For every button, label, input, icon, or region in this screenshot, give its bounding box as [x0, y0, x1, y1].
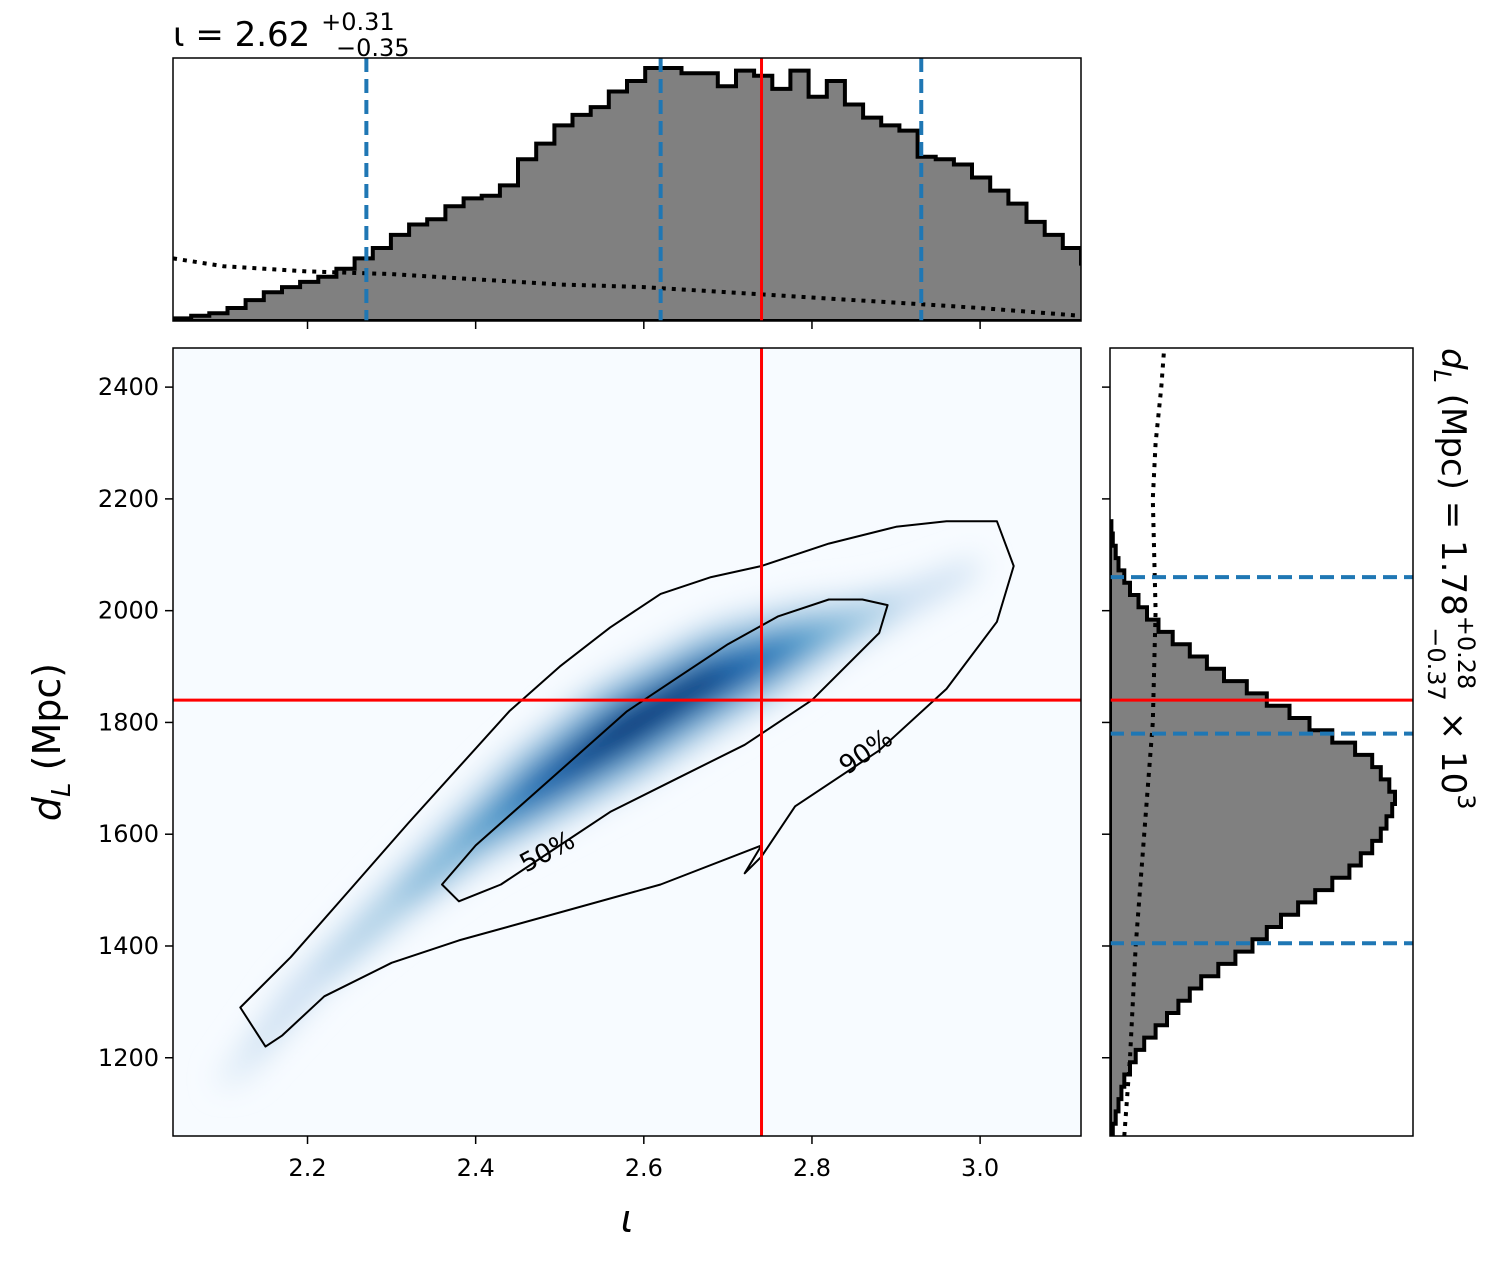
right-title-sup: +0.28 — [1452, 616, 1480, 690]
right-title-rest: (Mpc) = 1.78 — [1433, 383, 1473, 616]
dL-histogram — [1110, 519, 1397, 1136]
heatmap-cell — [832, 615, 860, 637]
heatmap-cell — [697, 671, 725, 693]
y-tick-label: 2200 — [98, 485, 159, 513]
right-title-subval: −0.37 — [1422, 627, 1450, 701]
right-panel-frame — [1109, 347, 1414, 1137]
top-panel-title: ι = 2.62 +0.31 — [173, 8, 395, 55]
right-title-exp: 3 — [1452, 794, 1480, 809]
y-tick-label: 1600 — [98, 820, 159, 848]
title-sup: +0.31 — [321, 8, 395, 36]
dL-prior-curve — [1122, 348, 1167, 1136]
top-marginal-panel: ι = 2.62 +0.31 −0.35 — [172, 8, 1082, 329]
right-title-sub: L — [1428, 370, 1456, 383]
title-sub: −0.35 — [336, 34, 410, 62]
heatmap-cell — [728, 655, 761, 681]
y-label-unit: (Mpc) — [25, 663, 69, 783]
x-tick-label: 2.4 — [457, 1154, 495, 1182]
heatmap-cell — [335, 935, 365, 957]
heatmap-cell — [317, 957, 340, 974]
heatmap-cell — [946, 566, 972, 585]
top-panel-frame — [172, 57, 1082, 322]
heatmap-cell — [798, 629, 826, 651]
contour-90 — [239, 520, 1015, 1048]
right-title-tail: × 10 — [1433, 701, 1473, 794]
heatmap-cell — [258, 1015, 290, 1039]
right-title-main: d — [1433, 348, 1473, 370]
heatmap-cell — [921, 573, 955, 598]
y-label-sub: L — [47, 782, 77, 797]
x-tick-label: 2.6 — [625, 1154, 663, 1182]
contour-50 — [441, 598, 889, 903]
right-marginal-panel: dL (Mpc) = 1.78+0.28−0.37 × 103 — [1102, 347, 1480, 1137]
y-label-main: d — [25, 796, 69, 821]
x-tick-label: 3.0 — [961, 1154, 999, 1182]
x-axis-label: ι — [621, 1197, 634, 1241]
y-tick-label: 1200 — [98, 1044, 159, 1072]
y-axis-label: dL (Mpc) — [25, 663, 77, 821]
joint-panel: 50%90% 2.2 2.4 2.6 2.8 3.0120014001600180020… — [25, 347, 1082, 1241]
y-tick-label: 1400 — [98, 932, 159, 960]
iota-prior-curve — [173, 256, 1081, 318]
iota-histogram — [173, 66, 1081, 321]
x-tick-label: 2.8 — [793, 1154, 831, 1182]
y-tick-label: 2000 — [98, 597, 159, 625]
y-tick-label: 2400 — [98, 373, 159, 401]
title-main: ι = 2.62 — [173, 15, 310, 55]
density-heatmap — [216, 556, 985, 1087]
heatmap-cell — [762, 641, 795, 667]
y-tick-label: 1800 — [98, 708, 159, 736]
x-tick-label: 2.2 — [288, 1154, 326, 1182]
right-panel-title: dL (Mpc) = 1.78+0.28−0.37 × 103 — [1422, 348, 1480, 809]
joint-panel-frame — [172, 347, 1082, 1137]
